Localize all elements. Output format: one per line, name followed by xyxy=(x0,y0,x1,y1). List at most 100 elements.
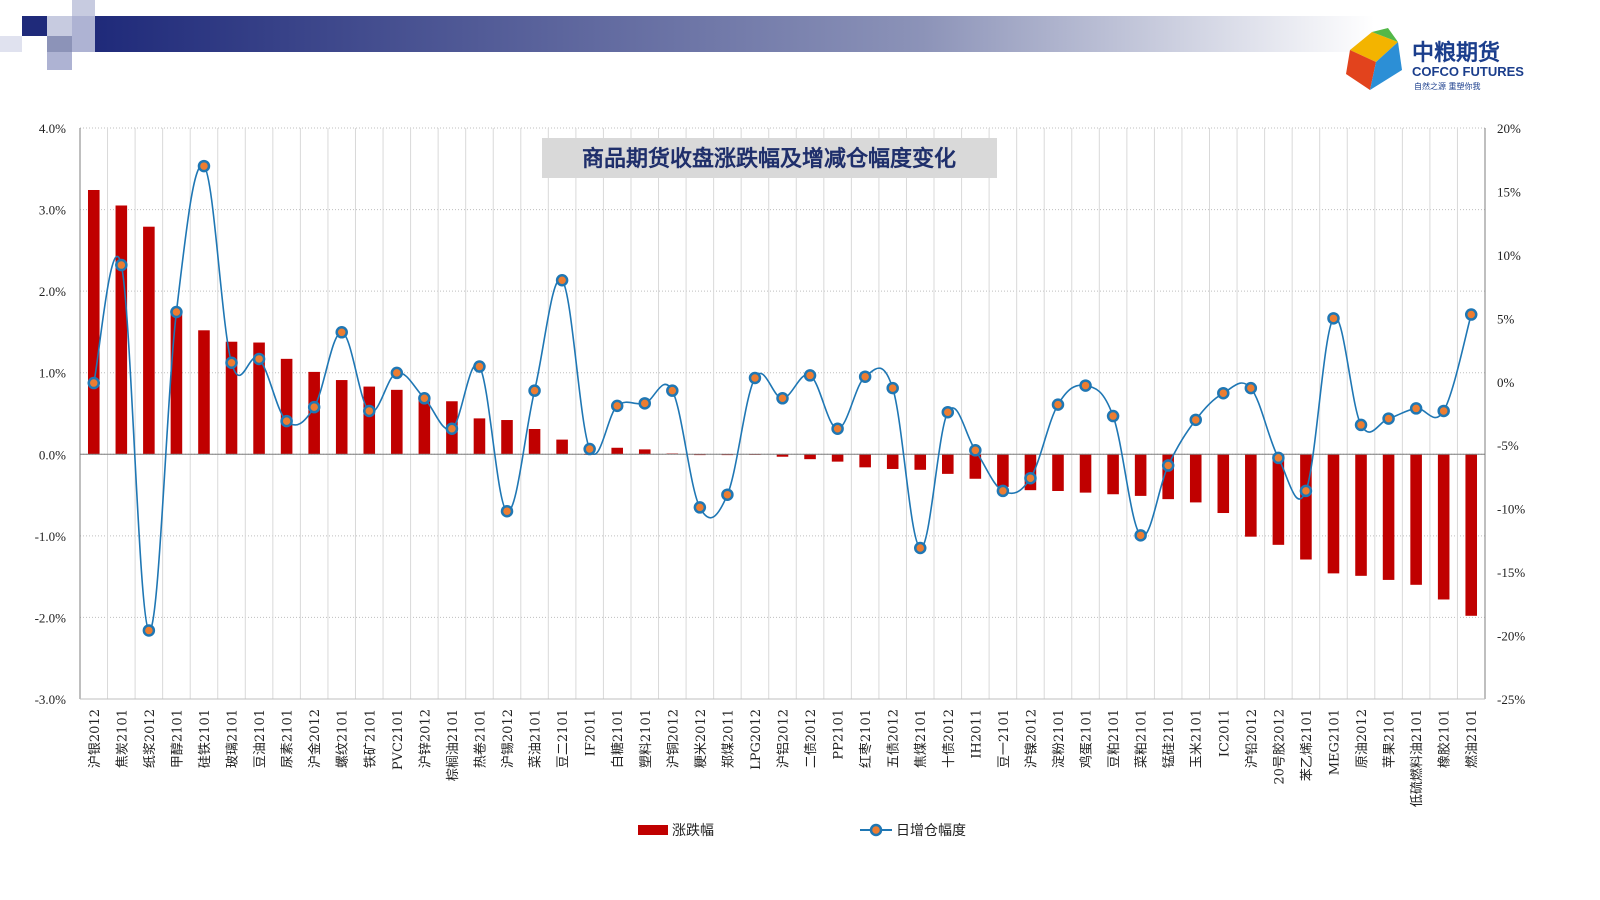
bar xyxy=(804,454,816,460)
line-marker xyxy=(1189,413,1202,427)
bar xyxy=(115,205,128,455)
line-marker xyxy=(1464,308,1478,321)
category-label: 甲醇2101 xyxy=(169,709,185,768)
line-marker xyxy=(390,366,404,380)
category-label: 红枣2101 xyxy=(858,709,874,768)
line-marker xyxy=(831,422,844,435)
bar xyxy=(335,380,348,455)
line-marker xyxy=(87,376,101,390)
line-marker xyxy=(776,392,789,405)
left-tick-label: 1.0% xyxy=(39,366,66,381)
line-marker xyxy=(666,384,679,397)
line-marker xyxy=(252,352,266,366)
category-label: 苯乙烯2101 xyxy=(1300,709,1315,781)
chart-title: 商品期货收盘涨跌幅及增减仓幅度变化 xyxy=(582,146,956,172)
category-label: 20号胶2012 xyxy=(1271,709,1287,785)
bar xyxy=(1162,454,1174,500)
bar xyxy=(225,341,238,455)
left-tick-label: 0.0% xyxy=(39,447,66,462)
legend-marker-swatch xyxy=(869,823,883,837)
line-marker xyxy=(1382,412,1395,425)
category-label: 郑煤2011 xyxy=(721,709,736,768)
line-marker xyxy=(693,501,707,514)
category-label: 铁矿2101 xyxy=(363,709,378,768)
cube-icon xyxy=(1346,28,1402,90)
category-label: 鸡蛋2101 xyxy=(1079,709,1095,768)
left-tick-label: 2.0% xyxy=(39,284,66,299)
line-marker xyxy=(1437,404,1450,418)
line-marker xyxy=(610,399,624,413)
category-label: 硅铁2101 xyxy=(198,709,213,768)
right-tick-label: -25% xyxy=(1497,692,1525,707)
category-label: 十债2012 xyxy=(942,709,957,768)
category-label: 低硫燃料油2101 xyxy=(1409,709,1425,807)
right-tick-label: 5% xyxy=(1497,311,1515,326)
bar xyxy=(831,454,844,462)
bar xyxy=(914,454,927,470)
chart-title-box: 商品期货收盘涨跌幅及增减仓幅度变化 xyxy=(542,138,997,178)
line-marker xyxy=(170,305,183,319)
category-label: 焦炭2101 xyxy=(115,709,130,768)
category-label: 玉米2101 xyxy=(1190,709,1205,768)
logo-name-cn: 中粮期货 xyxy=(1412,40,1500,66)
bar xyxy=(143,226,155,455)
bar xyxy=(886,454,899,469)
category-label: 原油2012 xyxy=(1355,709,1370,768)
line-marker xyxy=(858,370,872,383)
bar xyxy=(1355,454,1367,576)
bar xyxy=(997,454,1009,487)
line-marker xyxy=(913,541,927,555)
category-label: IC2011 xyxy=(1217,709,1232,757)
bar xyxy=(942,454,954,474)
line-marker xyxy=(197,159,211,173)
category-label: 焦煤2101 xyxy=(914,709,929,768)
line-marker xyxy=(280,414,293,428)
bar xyxy=(969,454,982,479)
category-label: 玻璃2101 xyxy=(226,709,241,768)
line-marker xyxy=(363,404,376,418)
right-tick-label: 15% xyxy=(1497,184,1521,199)
line-marker xyxy=(638,397,652,410)
legend-bar-swatch xyxy=(638,825,668,835)
category-label: PP2101 xyxy=(832,709,847,760)
left-tick-label: 4.0% xyxy=(39,121,66,136)
line-marker xyxy=(473,360,486,373)
bar xyxy=(859,454,871,468)
category-label: 沪铅2012 xyxy=(1244,709,1260,768)
bar xyxy=(528,428,541,455)
category-label: 豆二2101 xyxy=(556,709,571,768)
line-marker xyxy=(445,422,459,435)
header-gradient-bar xyxy=(95,16,1600,52)
bar xyxy=(501,420,513,455)
category-label: 锰硅2101 xyxy=(1162,709,1177,768)
line-marker xyxy=(1106,409,1120,423)
bar xyxy=(1437,454,1450,600)
legend-label-bar: 涨跌幅 xyxy=(672,823,714,839)
category-label: 纸浆2012 xyxy=(143,709,158,768)
line-marker xyxy=(307,400,321,414)
category-label: 尿素2101 xyxy=(281,709,296,768)
line-marker xyxy=(1299,484,1313,498)
line-marker xyxy=(418,392,431,405)
category-label: 苹果2101 xyxy=(1383,709,1398,768)
legend-item-bar: 涨跌幅 xyxy=(638,823,714,839)
bar xyxy=(253,342,265,455)
category-label: 白糖2101 xyxy=(610,709,626,768)
right-axis-ticks: -25% -20% -15% -10% -5% 0% 5% 10% 15% 20% xyxy=(1497,121,1525,707)
right-tick-label: 20% xyxy=(1497,121,1521,136)
right-tick-label: -20% xyxy=(1497,629,1525,644)
line-marker xyxy=(941,405,955,419)
bar xyxy=(418,399,431,455)
line-marker xyxy=(1217,386,1230,400)
category-label: 淀粉2101 xyxy=(1052,709,1067,768)
right-tick-label: -15% xyxy=(1497,565,1525,580)
line-marker xyxy=(1272,451,1285,465)
line-markers xyxy=(87,159,1478,637)
category-label: MEG2101 xyxy=(1327,709,1342,775)
category-label: 沪银2012 xyxy=(87,709,103,768)
category-label: 豆粕2101 xyxy=(1107,709,1122,768)
category-label: 沪铜2012 xyxy=(665,709,681,768)
right-tick-label: 0% xyxy=(1497,375,1515,390)
legend-label-line: 日增仓幅度 xyxy=(896,823,966,839)
line-marker xyxy=(583,442,596,456)
